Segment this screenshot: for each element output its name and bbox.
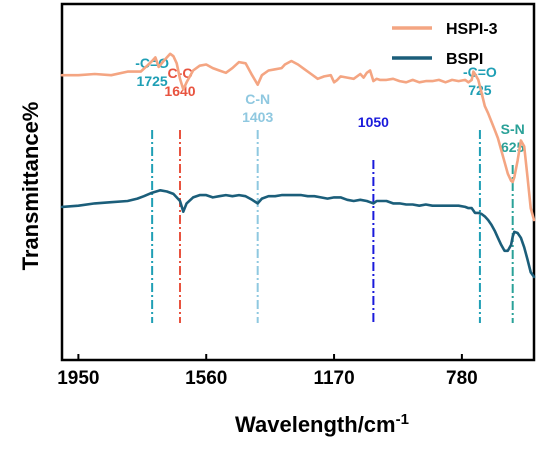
annotation-label-1-line-2: 1725	[137, 73, 168, 89]
annotation-label-3-line-1: C-N	[245, 91, 270, 107]
x-tick-label-1170: 1170	[313, 368, 354, 389]
x-axis-title-text: Wavelength/cm	[235, 412, 396, 437]
y-axis-title: Transmittance%	[18, 102, 43, 271]
x-axis-title-superscript: -1	[396, 411, 409, 428]
legend-label-bspi: BSPI	[446, 51, 483, 68]
x-tick-label-1950: 1950	[57, 368, 99, 389]
annotation-label-3-line-2: 1403	[242, 109, 273, 125]
series-line-bspi	[60, 189, 536, 279]
plot-frame	[60, 2, 536, 362]
legend-label-hspi-3: HSPI-3	[446, 21, 498, 38]
x-tick-label-780: 780	[446, 368, 478, 389]
annotation-label-1-line-1: -C=O	[135, 55, 169, 71]
series-layer	[60, 52, 536, 279]
legend: HSPI-3 BSPI	[392, 21, 498, 68]
x-tick-label-1560: 1560	[185, 368, 227, 389]
annotation-label-4-line-1: 1050	[358, 114, 389, 130]
x-axis-title: Wavelength/cm-1	[235, 411, 409, 437]
series-line-hspi-3	[60, 52, 536, 222]
annotation-label-2-line-2: 1640	[164, 83, 195, 99]
x-axis-ticks: 1950 1560 1170 780	[57, 354, 478, 389]
annotation-label-6-line-1: S-N	[501, 121, 525, 137]
